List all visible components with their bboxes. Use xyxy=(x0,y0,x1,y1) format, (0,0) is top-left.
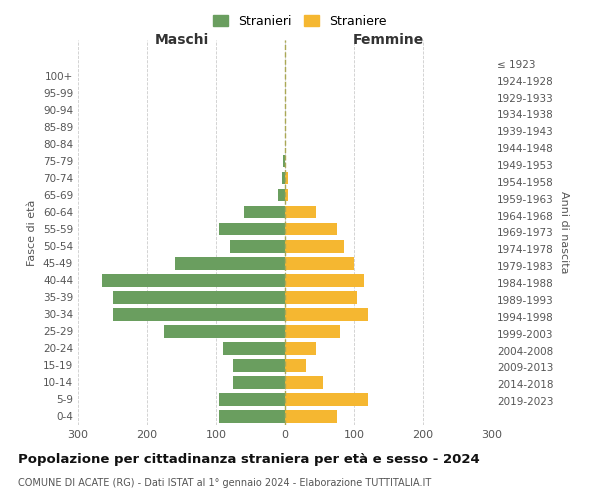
Bar xyxy=(285,257,354,270)
Bar xyxy=(285,274,364,286)
Bar xyxy=(285,359,306,372)
Bar xyxy=(278,188,285,202)
Text: COMUNE DI ACATE (RG) - Dati ISTAT al 1° gennaio 2024 - Elaborazione TUTTITALIA.I: COMUNE DI ACATE (RG) - Dati ISTAT al 1° … xyxy=(18,478,431,488)
Bar xyxy=(285,325,340,338)
Bar xyxy=(220,222,285,235)
Bar xyxy=(113,291,285,304)
Bar xyxy=(244,206,285,218)
Bar xyxy=(230,240,285,252)
Bar xyxy=(285,222,337,235)
Legend: Stranieri, Straniere: Stranieri, Straniere xyxy=(209,11,391,32)
Bar xyxy=(113,308,285,320)
Text: Maschi: Maschi xyxy=(154,33,209,47)
Bar xyxy=(283,154,285,168)
Bar xyxy=(233,359,285,372)
Bar xyxy=(285,376,323,389)
Bar xyxy=(175,257,285,270)
Bar xyxy=(285,188,289,202)
Bar xyxy=(285,308,368,320)
Text: Popolazione per cittadinanza straniera per età e sesso - 2024: Popolazione per cittadinanza straniera p… xyxy=(18,452,480,466)
Bar xyxy=(285,291,358,304)
Bar xyxy=(282,172,285,184)
Bar xyxy=(220,393,285,406)
Bar xyxy=(220,410,285,423)
Y-axis label: Fasce di età: Fasce di età xyxy=(28,200,37,266)
Bar xyxy=(285,393,368,406)
Bar xyxy=(285,410,337,423)
Bar xyxy=(223,342,285,354)
Bar xyxy=(285,342,316,354)
Bar xyxy=(285,206,316,218)
Text: Femmine: Femmine xyxy=(353,33,424,47)
Y-axis label: Anni di nascita: Anni di nascita xyxy=(559,191,569,274)
Bar xyxy=(164,325,285,338)
Bar xyxy=(233,376,285,389)
Bar xyxy=(102,274,285,286)
Bar xyxy=(285,172,289,184)
Bar xyxy=(285,240,344,252)
